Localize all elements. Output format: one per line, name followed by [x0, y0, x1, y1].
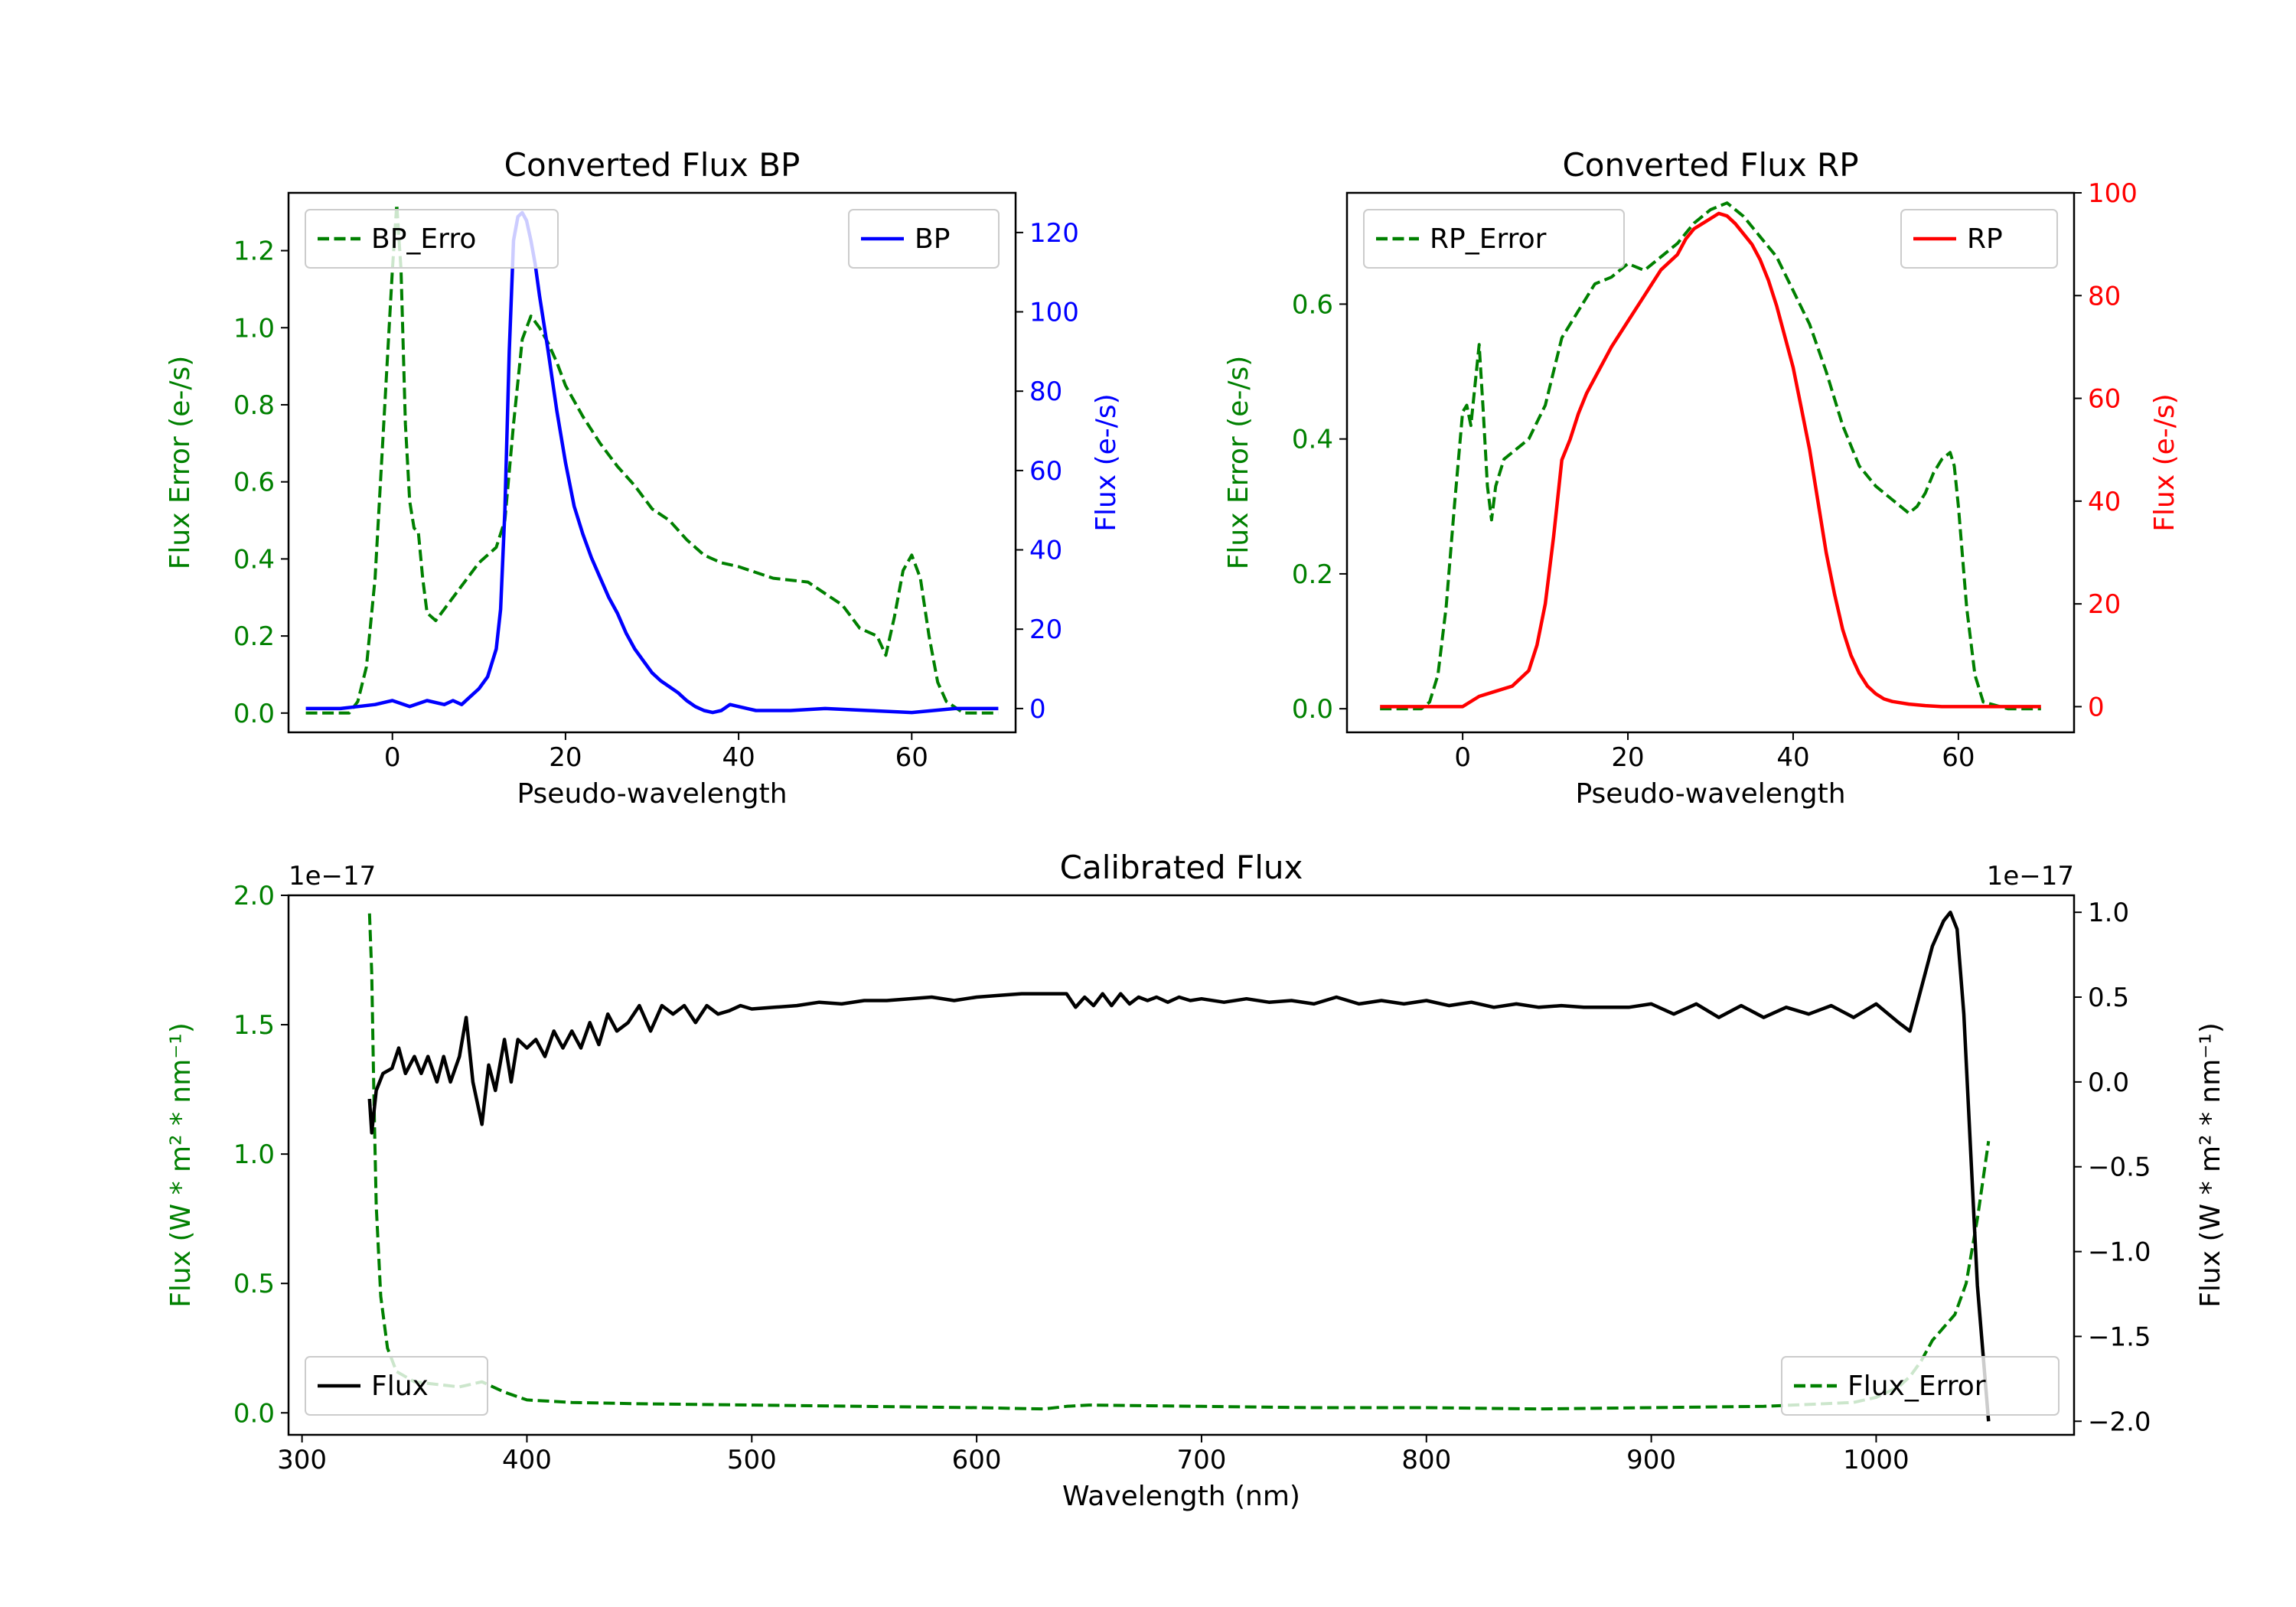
- x-tick-label: 400: [502, 1445, 552, 1475]
- y-left-tick-label: 1.0: [233, 1139, 275, 1170]
- y-right-tick-label: −2.0: [2088, 1407, 2151, 1437]
- x-tick-label: 20: [1611, 742, 1644, 773]
- chart-title: Calibrated Flux: [1060, 849, 1303, 886]
- y-left-tick-label: 1.5: [233, 1010, 275, 1041]
- y-left-tick-label: 0.4: [1292, 425, 1333, 455]
- chart-title: Converted Flux BP: [504, 146, 801, 184]
- y-right-tick-label: −1.0: [2088, 1237, 2151, 1268]
- x-tick-label: 800: [1401, 1445, 1451, 1475]
- x-tick-label: 900: [1626, 1445, 1676, 1475]
- x-tick-label: 600: [952, 1445, 1002, 1475]
- y-right-tick-label: −1.5: [2088, 1322, 2151, 1352]
- x-tick-label: 60: [1942, 742, 1975, 773]
- legend-flux: Flux: [305, 1356, 488, 1416]
- legend-flux-box: [1900, 209, 2058, 269]
- offset-label-left: 1e−17: [289, 861, 376, 892]
- y-right-tick-label: −0.5: [2088, 1152, 2151, 1183]
- x-axis-label: Pseudo-wavelength: [1575, 778, 1845, 810]
- x-tick-label: 500: [727, 1445, 777, 1475]
- y-right-tick-label: 40: [2088, 487, 2121, 517]
- legend-error: BP_Erro: [305, 209, 559, 269]
- legend-flux-error-box: [1781, 1356, 2060, 1416]
- series-line-bp_error: [305, 203, 999, 715]
- y-right-tick-label: 20: [2088, 589, 2121, 620]
- y-right-tick-label: 100: [1029, 298, 1079, 328]
- x-tick-label: 0: [384, 742, 401, 773]
- y-left-tick-label: 0.0: [233, 699, 275, 729]
- x-tick-label: 60: [895, 742, 928, 773]
- legend-flux-box: [848, 209, 1000, 269]
- plot-frame: [287, 191, 1017, 734]
- y-left-axis-label: Flux Error (e-/s): [1223, 356, 1254, 570]
- y-right-tick-label: 1.0: [2088, 898, 2129, 928]
- legend-flux-label: Flux: [371, 1371, 429, 1402]
- legend-flux-error: Flux_Error: [1781, 1356, 2060, 1416]
- y-right-axis-label: Flux (W * m² * nm⁻¹): [2195, 1022, 2226, 1308]
- y-left-tick-label: 0.8: [233, 390, 275, 421]
- y-right-tick-label: 80: [1029, 376, 1062, 407]
- y-left-tick-label: 1.2: [233, 236, 275, 267]
- chart-bp-converted-flux: 0 20 40 60 0.0 0.2 0.4 0.6 0.8 1.0 1.2 0 20 40 60 80 100…: [165, 146, 1122, 810]
- chart-calibrated-flux: 300 400 500 600 700 800 900 1000 0.0 0.5 1.0 1.5 2.0…: [165, 849, 2226, 1512]
- y-left-tick-label: 0.2: [1292, 559, 1333, 590]
- legend-error: RP_Error: [1363, 209, 1625, 269]
- legend-flux-error-label: Flux_Error: [1848, 1371, 1986, 1402]
- y-right-tick-label: 0.0: [2088, 1068, 2129, 1098]
- legend-flux-label: RP: [1967, 223, 2003, 255]
- legend-flux-label: BP: [915, 223, 950, 255]
- y-left-tick-label: 0.6: [233, 468, 275, 498]
- x-tick-label: 40: [722, 742, 755, 773]
- legend-flux-box: [305, 1356, 488, 1416]
- plot-frame: [287, 894, 2076, 1436]
- y-left-tick-label: 2.0: [233, 881, 275, 911]
- chart-title: Converted Flux RP: [1562, 146, 1858, 184]
- y-left-axis-label: Flux Error (e-/s): [165, 356, 196, 570]
- y-right-tick-label: 60: [1029, 456, 1062, 487]
- y-right-tick-label: 60: [2088, 384, 2121, 415]
- legend-error-label: RP_Error: [1430, 223, 1547, 255]
- x-tick-label: 20: [549, 742, 582, 773]
- y-right-tick-label: 80: [2088, 281, 2121, 311]
- y-right-tick-label: 100: [2088, 178, 2138, 209]
- y-left-tick-label: 0.4: [233, 544, 275, 575]
- x-tick-label: 300: [277, 1445, 327, 1475]
- x-tick-label: 700: [1176, 1445, 1226, 1475]
- y-right-tick-label: 0: [1029, 694, 1046, 725]
- y-right-tick-label: 20: [1029, 614, 1062, 645]
- y-right-tick-label: 0.5: [2088, 983, 2129, 1013]
- series-line-flux_error: [367, 913, 1991, 1411]
- x-tick-label: 0: [1454, 742, 1471, 773]
- legend-flux: RP: [1900, 209, 2058, 269]
- offset-label-right: 1e−17: [1987, 861, 2074, 892]
- y-right-axis-label: Flux (e-/s): [2149, 393, 2180, 531]
- x-axis-label: Pseudo-wavelength: [517, 778, 787, 810]
- plot-frame: [1345, 191, 2076, 734]
- y-left-tick-label: 0.5: [233, 1269, 275, 1299]
- y-right-tick-label: 40: [1029, 536, 1062, 566]
- series-line-flux: [367, 910, 1991, 1422]
- series-line-rp_error: [1380, 201, 2041, 711]
- y-left-axis-label: Flux (W * m² * nm⁻¹): [165, 1022, 197, 1308]
- y-left-tick-label: 0.2: [233, 621, 275, 652]
- series-line-rp: [1380, 211, 2041, 709]
- legend-flux: BP: [848, 209, 1000, 269]
- y-left-tick-label: 0.0: [233, 1398, 275, 1429]
- legend-error-box: [1363, 209, 1625, 269]
- x-axis-label: Wavelength (nm): [1062, 1481, 1300, 1512]
- y-left-tick-label: 1.0: [233, 313, 275, 344]
- y-right-tick-label: 0: [2088, 692, 2105, 722]
- legend-error-box: [305, 209, 559, 269]
- y-right-tick-label: 120: [1029, 218, 1079, 249]
- x-tick-label: 40: [1776, 742, 1809, 773]
- series-line-bp: [305, 210, 999, 715]
- y-right-axis-label: Flux (e-/s): [1091, 393, 1122, 531]
- legend-error-label: BP_Erro: [371, 223, 476, 255]
- x-tick-label: 1000: [1843, 1445, 1910, 1475]
- y-left-tick-label: 0.0: [1292, 694, 1333, 725]
- chart-rp-converted-flux: 0 20 40 60 0.0 0.2 0.4 0.6 0 20 40 60 80 100 Converted…: [1223, 146, 2180, 810]
- y-left-tick-label: 0.6: [1292, 289, 1333, 320]
